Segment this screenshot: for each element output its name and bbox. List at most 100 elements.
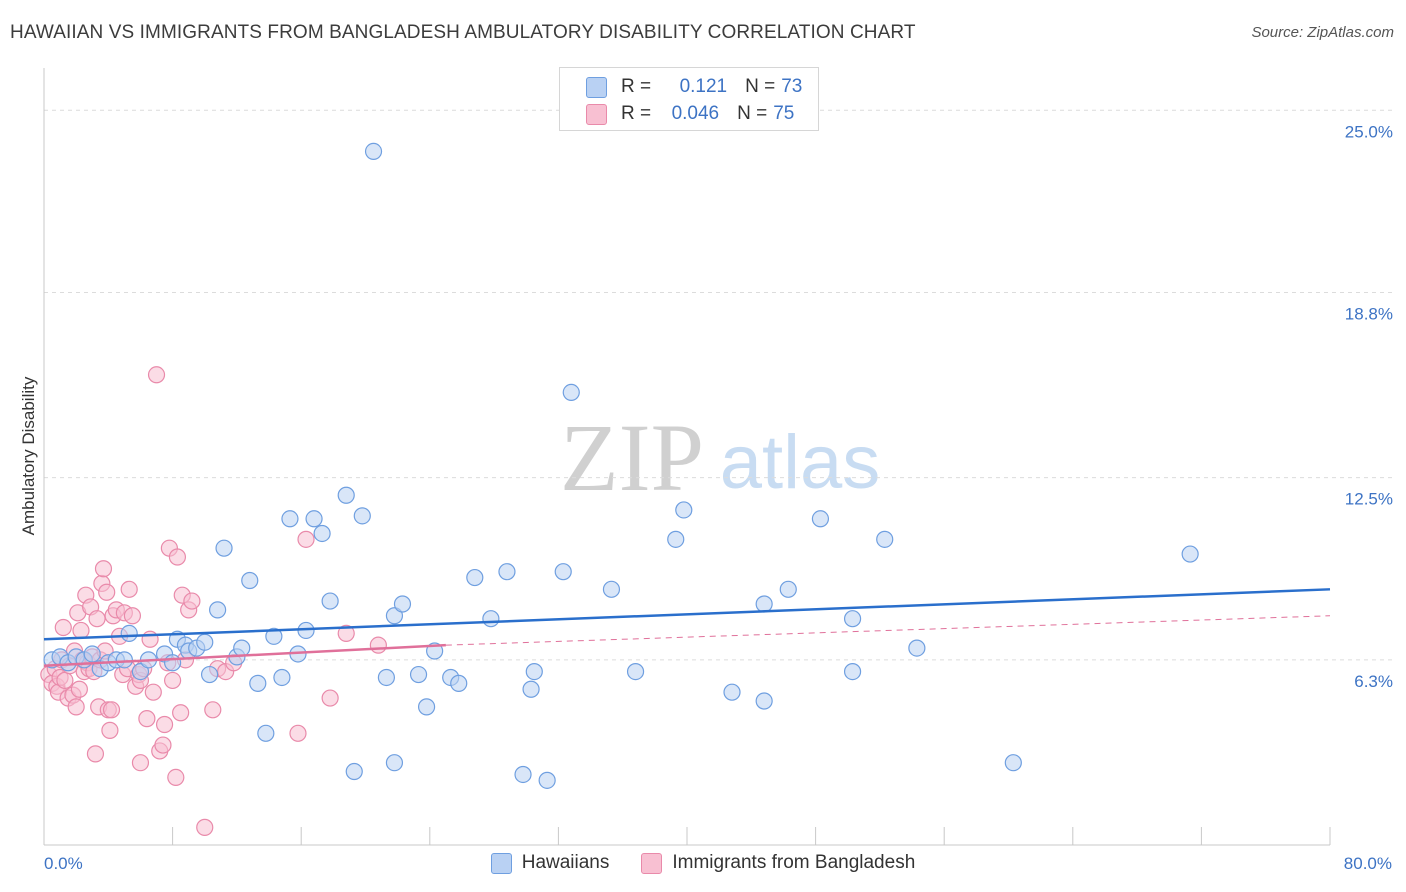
hawaiian-point xyxy=(321,592,339,610)
bangladesh-point xyxy=(297,530,315,548)
bangladesh-point xyxy=(86,745,105,763)
hawaiian-point xyxy=(385,607,404,625)
legend-swatch-pink xyxy=(586,103,607,125)
hawaiian-point xyxy=(525,663,543,681)
zipatlas-watermark: ZIP atlas xyxy=(560,404,880,511)
hawaiian-point xyxy=(514,765,532,784)
bangladesh-point xyxy=(168,548,187,566)
bangladesh-point xyxy=(102,701,121,719)
chart-title: HAWAIIAN VS IMMIGRANTS FROM BANGLADESH A… xyxy=(10,22,916,43)
correlation-legend: R = 0.121 N = 73 R = 0.046 N = 75 xyxy=(559,67,819,131)
legend-item-bangladesh[interactable]: Immigrants from Bangladesh xyxy=(641,852,915,874)
legend-row-hawaiians: R = 0.121 N = 73 xyxy=(586,74,802,100)
hawaiian-point xyxy=(215,539,233,557)
y-tick-label: 6.3% xyxy=(1354,672,1393,691)
y-tick-label: 25.0% xyxy=(1345,122,1393,141)
hawaiian-point xyxy=(393,595,412,613)
trendlines xyxy=(43,588,1331,667)
bangladesh-point xyxy=(98,583,116,601)
hawaiian-point xyxy=(522,680,540,698)
bangladesh-point xyxy=(120,580,138,598)
hawaiian-point xyxy=(908,639,926,657)
bangladesh-point xyxy=(70,680,88,698)
hawaiian-point xyxy=(450,674,468,692)
legend-r-value: 0.046 xyxy=(671,103,720,124)
hawaiian-point xyxy=(200,665,219,684)
bangladesh-point xyxy=(101,721,119,739)
hawaiian-point xyxy=(876,530,894,548)
bangladesh-point xyxy=(196,818,214,836)
hawaiian-point xyxy=(843,610,862,628)
bangladesh-point xyxy=(54,618,72,637)
watermark-zip: ZIP xyxy=(560,404,704,511)
legend-n-label: N = xyxy=(745,76,776,97)
bangladesh-point xyxy=(155,715,174,734)
bangladesh-point xyxy=(67,698,85,716)
hawaiian-point xyxy=(626,663,645,681)
hawaiian-point xyxy=(353,507,371,525)
bangladesh-point xyxy=(131,754,150,772)
hawaiian-point xyxy=(843,663,862,681)
hawaiian-point xyxy=(120,624,138,642)
hawaiian-point xyxy=(602,580,621,598)
hawaiian-point xyxy=(562,383,580,402)
hawaiian-point xyxy=(417,698,436,716)
hawaiian-point xyxy=(273,668,291,687)
bangladesh-point xyxy=(289,724,307,742)
bangladesh-trendline xyxy=(43,643,446,667)
bangladesh-point xyxy=(172,704,190,722)
hawaiian-point xyxy=(538,771,556,789)
x-tick-label-min: 0.0% xyxy=(44,854,83,873)
hawaiian-point xyxy=(233,639,251,657)
hawaiian-point xyxy=(313,524,331,543)
bangladesh-point xyxy=(144,683,162,701)
hawaiian-point xyxy=(675,501,693,519)
legend-swatch-pink xyxy=(641,852,663,874)
y-tick-label: 12.5% xyxy=(1345,490,1393,509)
legend-row-bangladesh: R = 0.046 N = 75 xyxy=(586,101,794,127)
y-tick-labels: 6.3% 12.5% 18.8% 25.0% xyxy=(1345,122,1393,691)
hawaiian-point xyxy=(723,683,741,701)
legend-swatch-blue xyxy=(490,852,512,874)
hawaiian-point xyxy=(482,610,500,628)
hawaiian-point xyxy=(196,633,214,651)
bangladesh-point xyxy=(167,768,185,787)
hawaiian-point xyxy=(281,510,299,528)
bangladesh-point xyxy=(88,610,106,628)
hawaiian-point xyxy=(337,486,355,504)
bangladesh-points xyxy=(40,366,387,836)
hawaiian-point xyxy=(1004,754,1022,772)
hawaiian-point xyxy=(755,692,773,710)
bangladesh-point xyxy=(183,592,201,610)
hawaiian-point xyxy=(385,754,404,772)
legend-r-label: R = xyxy=(621,103,652,124)
bangladesh-point xyxy=(204,701,222,719)
bangladesh-trendline-extrapolated xyxy=(445,615,1331,646)
hawaiian-point xyxy=(257,724,275,742)
bangladesh-point xyxy=(147,366,166,384)
legend-n-label: N = xyxy=(737,103,768,124)
legend-r-value: 0.121 xyxy=(679,76,728,97)
watermark-atlas: atlas xyxy=(720,420,881,505)
legend-item-hawaiians[interactable]: Hawaiians xyxy=(490,852,609,874)
bangladesh-point xyxy=(123,607,142,625)
legend-n-value: 73 xyxy=(781,76,803,97)
source-credit: Source: ZipAtlas.com xyxy=(1251,24,1394,41)
bangladesh-point xyxy=(337,624,355,642)
series-legend: Hawaiians Immigrants from Bangladesh xyxy=(0,852,1406,874)
hawaiian-points xyxy=(43,142,1199,789)
legend-n-value: 75 xyxy=(773,103,795,124)
hawaiian-point xyxy=(779,580,797,598)
bangladesh-point xyxy=(164,671,182,690)
hawaiian-point xyxy=(498,563,516,581)
hawaiian-point xyxy=(83,645,101,663)
bangladesh-point xyxy=(72,621,90,640)
hawaiian-point xyxy=(409,665,428,684)
bangladesh-point xyxy=(321,689,339,707)
hawaiian-point xyxy=(1181,545,1199,563)
hawaiian-point xyxy=(667,530,685,548)
hawaiian-point xyxy=(164,654,182,672)
y-tick-label: 18.8% xyxy=(1345,304,1393,323)
hawaiian-point xyxy=(241,571,259,590)
